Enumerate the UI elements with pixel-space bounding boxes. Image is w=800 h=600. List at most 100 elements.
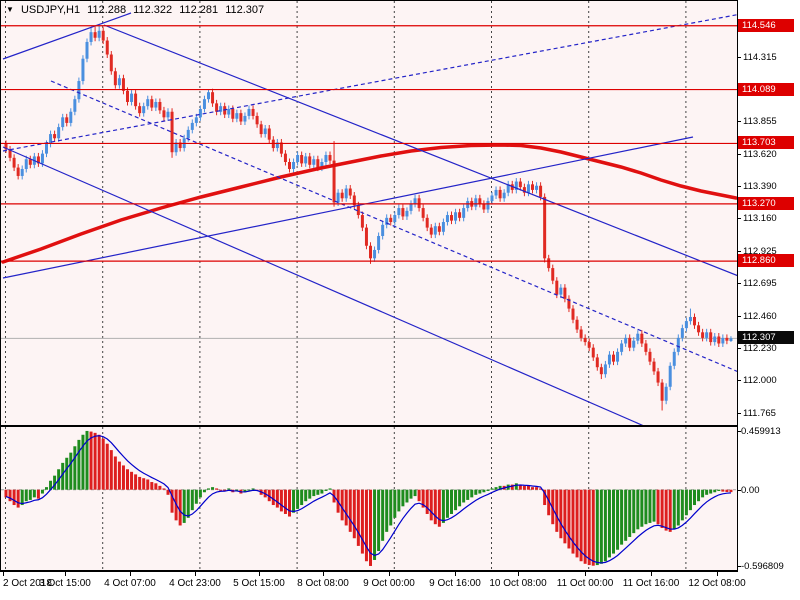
macd-tick-mark [737, 566, 741, 567]
bear-candle [563, 287, 567, 299]
macd-histogram-bar [166, 489, 170, 495]
bull-candle [636, 333, 640, 341]
bear-candle [571, 308, 575, 320]
macd-histogram-bar [490, 488, 494, 490]
macd-histogram-bar [526, 485, 530, 490]
macd-histogram-bar [77, 439, 81, 490]
bull-candle [462, 208, 466, 218]
time-tick-label: 11 Oct 16:00 [622, 578, 680, 589]
descending-channel-lower[interactable] [2, 146, 645, 426]
bear-candle [101, 30, 105, 41]
bull-candle [324, 155, 328, 163]
pane-divider[interactable] [0, 425, 800, 427]
macd-histogram-bar [24, 489, 28, 502]
candlestick-chart[interactable] [1, 1, 738, 426]
macd-histogram-bar [101, 438, 105, 490]
bear-candle [612, 354, 615, 362]
bear-candle [555, 280, 559, 295]
time-tick-mark [195, 572, 196, 576]
time-tick-mark [455, 572, 456, 576]
descending-trendline-upper[interactable] [103, 24, 738, 277]
bear-candle [170, 111, 174, 153]
bull-candle [235, 113, 239, 119]
bear-candle [656, 371, 660, 383]
bear-candle [36, 156, 40, 164]
macd-histogram-bar [697, 489, 701, 502]
bull-candle [672, 351, 676, 366]
macd-histogram-bar [198, 489, 202, 498]
macd-histogram-chart[interactable] [1, 427, 738, 570]
macd-histogram-bar [409, 489, 413, 499]
bear-candle [134, 93, 138, 107]
price-axis[interactable]: 114.315 113.855 113.620 113.390 113.160 112.9… [737, 0, 800, 572]
macd-bottom-border [0, 570, 800, 572]
macd-histogram-bar [4, 489, 8, 498]
bull-candle [292, 162, 296, 169]
bear-candle [518, 181, 522, 188]
macd-histogram-bar [85, 430, 89, 490]
bull-candle [409, 203, 413, 211]
macd-histogram-bar [211, 487, 215, 490]
bear-candle [369, 245, 372, 259]
bear-candle [543, 196, 547, 259]
bear-candle [121, 78, 125, 91]
bull-candle [166, 111, 170, 118]
macd-histogram-bar [688, 489, 692, 511]
bear-candle [105, 40, 109, 55]
price-tick-mark [737, 121, 741, 122]
macd-histogram-bar [117, 461, 121, 490]
macd-tick-mark [737, 490, 741, 491]
bear-candle [697, 325, 701, 333]
bull-candle [486, 201, 490, 210]
price-tick-label: 113.160 [743, 213, 777, 224]
macd-histogram-bar [207, 488, 210, 490]
macd-histogram-bar [405, 489, 409, 503]
price-tick-mark [737, 154, 741, 155]
bull-candle [243, 115, 247, 122]
descending-dashed-line[interactable] [50, 80, 738, 373]
macd-histogram-bar [312, 489, 316, 497]
bear-candle [288, 162, 291, 169]
time-axis[interactable]: 2 Oct 2018 3 Oct 15:00 4 Oct 07:00 4 Oct 23… [0, 572, 800, 600]
bull-candle [664, 386, 668, 401]
bear-candle [211, 92, 215, 104]
bear-candle [150, 99, 154, 108]
macd-histogram-bar [664, 489, 668, 531]
macd-histogram-bar [551, 489, 555, 525]
ohlc-open: 112.288 [87, 4, 127, 16]
macd-histogram-bar [543, 489, 547, 506]
macd-histogram-bar [571, 489, 575, 554]
bear-candle [332, 160, 336, 203]
macd-histogram-bar [65, 457, 69, 490]
bear-candle [53, 134, 57, 139]
ascending-trendline-to-peak[interactable] [2, 12, 132, 60]
macd-histogram-bar [717, 489, 721, 491]
bull-candle [304, 156, 308, 164]
macd-histogram-bar [53, 475, 57, 490]
macd-histogram-bar [583, 489, 587, 564]
price-tick-mark [737, 348, 741, 349]
macd-histogram-bar [652, 489, 656, 522]
macd-histogram-bar [494, 487, 498, 490]
price-tick-label: 112.000 [743, 375, 777, 386]
macd-indicator-pane[interactable]: MACD_color(5,34,5) 0.000000 0.000000 -0.… [0, 427, 738, 570]
bear-candle [65, 117, 69, 123]
bear-candle [251, 108, 255, 116]
price-tick-label: 113.620 [743, 149, 777, 160]
macd-histogram-bar [194, 489, 198, 504]
ascending-support-line[interactable] [2, 136, 694, 279]
macd-histogram-bar [146, 479, 150, 490]
bull-candle [154, 101, 158, 108]
macd-histogram-bar [308, 489, 312, 499]
macd-histogram-bar [498, 485, 502, 490]
time-tick-mark [130, 572, 131, 576]
bear-candle [316, 159, 320, 168]
macd-histogram-bar [223, 489, 227, 491]
macd-histogram-bar [288, 489, 291, 517]
price-chart-pane[interactable]: ▼ USDJPY,H1 112.288 112.322 112.281 112.… [0, 0, 738, 426]
bull-candle [616, 351, 620, 362]
bull-candle [705, 332, 709, 338]
macd-histogram-bar [360, 489, 364, 554]
ascending-dashed-line[interactable] [2, 13, 738, 152]
bull-candle [69, 111, 73, 123]
